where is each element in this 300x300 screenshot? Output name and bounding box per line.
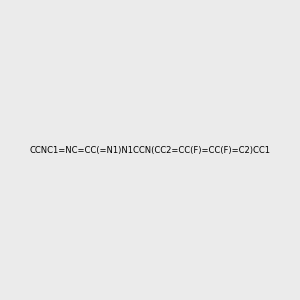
Text: CCNC1=NC=CC(=N1)N1CCN(CC2=CC(F)=CC(F)=C2)CC1: CCNC1=NC=CC(=N1)N1CCN(CC2=CC(F)=CC(F)=C2…	[29, 146, 271, 154]
